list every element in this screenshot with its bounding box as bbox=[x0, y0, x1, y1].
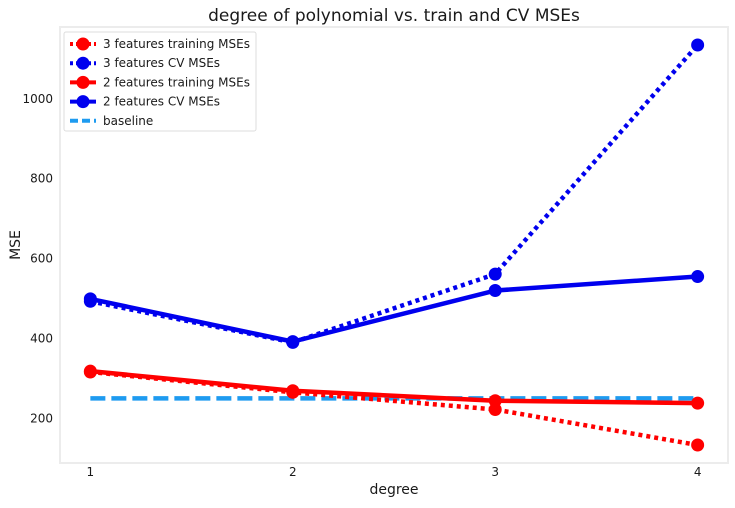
legend-item: 3 features CV MSEs bbox=[70, 56, 220, 70]
legend-label: 3 features CV MSEs bbox=[103, 56, 220, 70]
series-line bbox=[89, 43, 700, 345]
legend-marker bbox=[76, 95, 90, 109]
legend-label: 2 features CV MSEs bbox=[103, 95, 220, 109]
data-point bbox=[488, 267, 502, 281]
y-axis-label: MSE bbox=[8, 230, 24, 260]
legend-marker bbox=[76, 75, 90, 89]
legend-marker bbox=[76, 56, 90, 70]
legend-item: baseline bbox=[70, 114, 153, 128]
data-point bbox=[83, 365, 97, 379]
data-point bbox=[83, 294, 97, 308]
x-tick-label: 3 bbox=[491, 465, 499, 479]
series-line bbox=[89, 274, 698, 344]
legend-marker bbox=[76, 37, 90, 51]
data-point bbox=[488, 284, 502, 298]
data-point bbox=[691, 38, 705, 52]
data-point bbox=[691, 438, 705, 452]
data-point bbox=[286, 335, 300, 349]
x-tick-label: 1 bbox=[87, 465, 95, 479]
legend-item: 3 features training MSEs bbox=[70, 37, 250, 51]
y-tick-label: 800 bbox=[30, 172, 53, 186]
y-tick-label: 600 bbox=[30, 252, 53, 266]
series-line bbox=[90, 369, 699, 448]
legend-label: 2 features training MSEs bbox=[103, 75, 250, 89]
series-0 bbox=[83, 365, 705, 452]
data-point bbox=[488, 402, 502, 416]
data-point bbox=[286, 385, 300, 399]
y-axis-ticks: 200 400 600 800 1000 bbox=[22, 92, 53, 425]
legend-box bbox=[63, 31, 257, 132]
y-tick-label: 1000 bbox=[22, 92, 53, 106]
y-tick-label: 400 bbox=[30, 331, 53, 345]
series-layer bbox=[83, 38, 705, 452]
legend-item: 2 features CV MSEs bbox=[70, 95, 220, 109]
chart-title: degree of polynomial vs. train and CV MS… bbox=[208, 6, 580, 26]
legend-item: 2 features training MSEs bbox=[70, 75, 250, 89]
data-point bbox=[691, 270, 705, 284]
y-tick-label: 200 bbox=[30, 411, 53, 425]
series-line bbox=[90, 368, 698, 406]
x-tick-label: 2 bbox=[289, 465, 297, 479]
x-axis-label: degree bbox=[369, 482, 418, 498]
x-axis-ticks: 1 2 3 4 bbox=[87, 465, 702, 479]
legend: 3 features training MSEs 3 features CV MS… bbox=[63, 31, 257, 132]
legend-label: baseline bbox=[103, 114, 153, 128]
legend-label: 3 features training MSEs bbox=[103, 37, 250, 51]
data-point bbox=[691, 396, 705, 410]
x-tick-label: 4 bbox=[694, 465, 702, 479]
series-1 bbox=[83, 38, 705, 349]
